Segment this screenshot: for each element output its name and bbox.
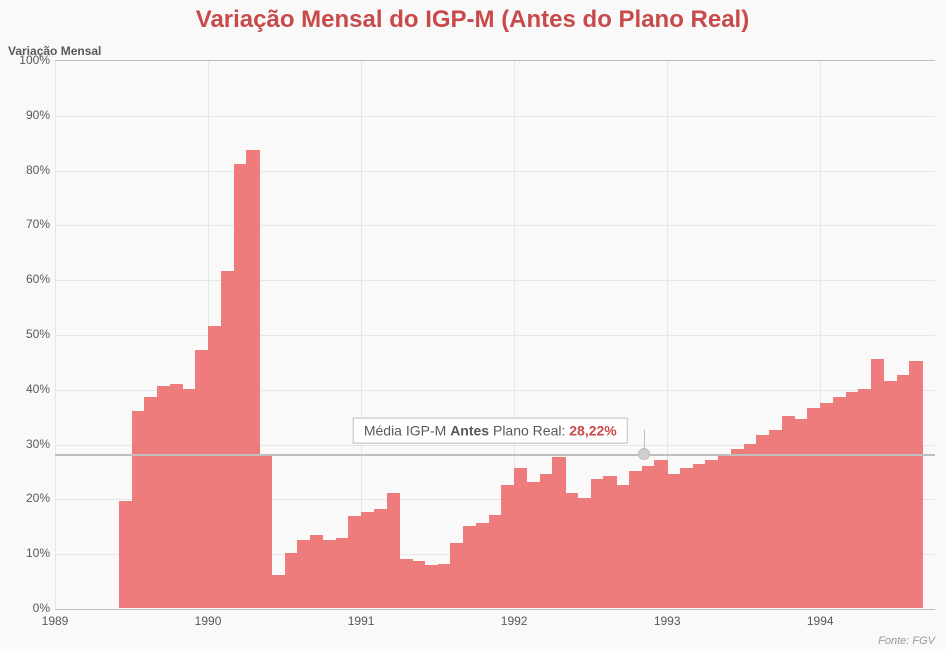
average-callout-leader [644, 430, 645, 450]
bar [718, 455, 731, 608]
bar [336, 538, 349, 608]
bar [489, 515, 502, 608]
bar [807, 408, 820, 608]
bar [412, 561, 425, 608]
bar [323, 540, 336, 609]
bar [374, 509, 387, 608]
bar [833, 397, 846, 608]
bar [425, 565, 438, 608]
gridline [55, 171, 935, 172]
bar [208, 326, 221, 608]
bar [476, 523, 489, 608]
source-label: Fonte: FGV [878, 635, 935, 647]
chart-container: Variação Mensal do IGP-M (Antes do Plano… [0, 0, 945, 651]
y-tick-label: 70% [10, 217, 50, 231]
x-tick-label: 1989 [42, 614, 69, 628]
y-tick-label: 50% [10, 327, 50, 341]
bar [234, 164, 247, 608]
average-line [55, 454, 935, 456]
bar [846, 392, 859, 608]
bar [501, 485, 514, 608]
x-tick-label: 1994 [807, 614, 834, 628]
x-tick-label: 1990 [195, 614, 222, 628]
bar [642, 466, 655, 608]
avg-label-prefix: Média IGP-M [364, 423, 450, 439]
bar [246, 150, 259, 608]
gridline [55, 225, 935, 226]
gridline [55, 116, 935, 117]
y-tick-label: 30% [10, 437, 50, 451]
bar [387, 493, 400, 608]
avg-label-bold: Antes [450, 423, 489, 439]
bar [463, 526, 476, 608]
bar [361, 512, 374, 608]
x-axis-line [55, 609, 935, 610]
bar [514, 468, 527, 608]
bar [705, 460, 718, 608]
bar [756, 435, 769, 608]
x-tick-label: 1991 [348, 614, 375, 628]
gridline [55, 280, 935, 281]
bar [540, 474, 553, 608]
x-gridline [55, 61, 56, 608]
bar [552, 457, 565, 608]
plot-area: Média IGP-M Antes Plano Real: 28,22% [55, 60, 935, 608]
y-tick-label: 100% [10, 53, 50, 67]
bar [132, 411, 145, 608]
bar [157, 386, 170, 608]
bar [782, 416, 795, 608]
y-tick-label: 0% [10, 601, 50, 615]
bar [654, 460, 667, 608]
bar [285, 553, 298, 608]
chart-title: Variação Mensal do IGP-M (Antes do Plano… [0, 6, 945, 34]
average-callout: Média IGP-M Antes Plano Real: 28,22% [353, 418, 628, 444]
x-tick-label: 1993 [654, 614, 681, 628]
bar [527, 482, 540, 608]
bar [871, 359, 884, 608]
y-tick-label: 80% [10, 163, 50, 177]
y-tick-label: 40% [10, 382, 50, 396]
bar [170, 384, 183, 608]
bar [629, 471, 642, 608]
bar [438, 564, 451, 608]
bar [565, 493, 578, 608]
y-tick-label: 90% [10, 108, 50, 122]
bar [731, 449, 744, 608]
bar [897, 375, 910, 608]
y-tick-label: 10% [10, 546, 50, 560]
bar [119, 501, 132, 608]
bar [297, 540, 310, 609]
avg-label-mid: Plano Real: [489, 423, 569, 439]
bar [744, 444, 757, 608]
bar [348, 516, 361, 608]
bar [795, 419, 808, 608]
bar [310, 535, 323, 608]
bar [603, 476, 616, 608]
bar [578, 498, 591, 608]
bar [693, 464, 706, 608]
y-tick-label: 60% [10, 272, 50, 286]
bar [616, 485, 629, 608]
bar [909, 361, 922, 608]
bar [221, 271, 234, 608]
gridline [55, 335, 935, 336]
bar [667, 474, 680, 608]
bar [591, 479, 604, 608]
bar [183, 389, 196, 608]
bar [259, 455, 272, 608]
bar [884, 381, 897, 608]
bar [195, 350, 208, 608]
bar [399, 559, 412, 608]
avg-label-value: 28,22% [569, 423, 616, 439]
bar [272, 575, 285, 608]
bar [820, 403, 833, 609]
y-tick-label: 20% [10, 491, 50, 505]
bar [144, 397, 157, 608]
bar [450, 543, 463, 608]
bar [858, 389, 871, 608]
x-tick-label: 1992 [501, 614, 528, 628]
bar [680, 468, 693, 608]
bar [769, 430, 782, 608]
